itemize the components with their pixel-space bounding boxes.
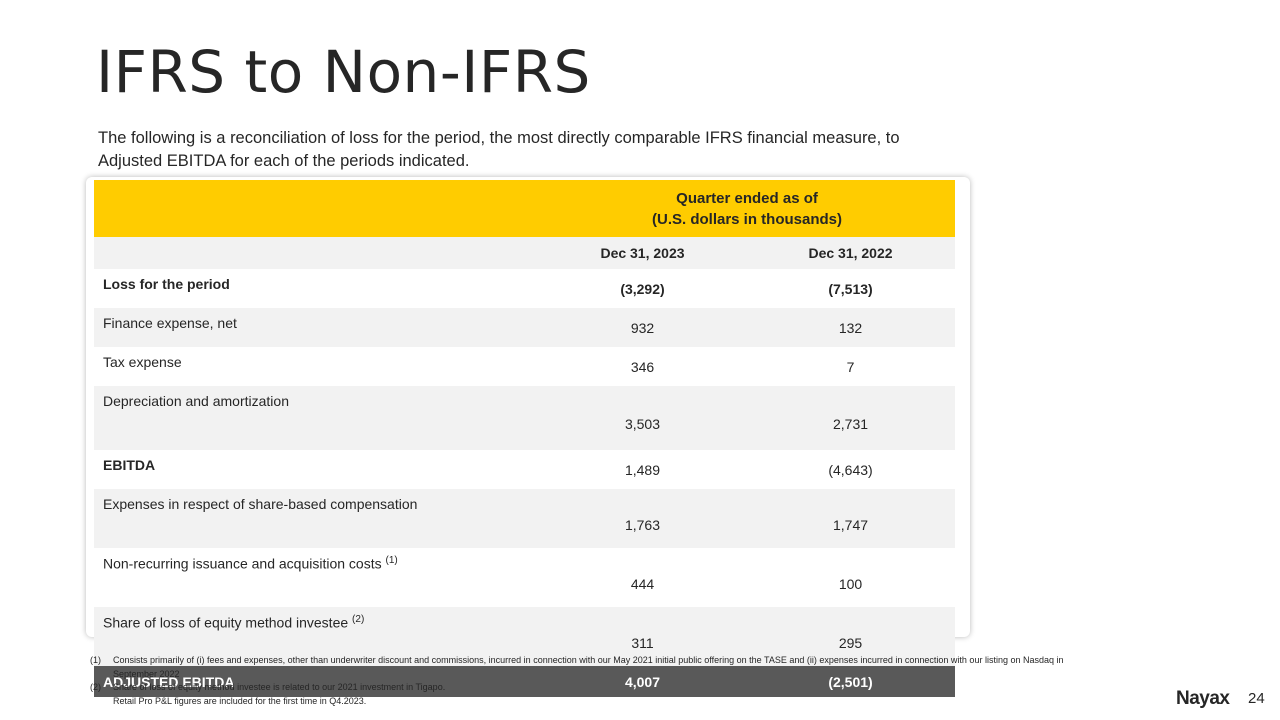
- table-row: Expenses in respect of share-based compe…: [94, 489, 956, 548]
- footnote-ref: (2): [352, 614, 365, 625]
- footnote-text: Consists primarily of (i) fees and expen…: [113, 655, 1064, 679]
- row-value-2023: 444: [630, 575, 655, 592]
- total-value-2023: 4,007: [539, 666, 746, 697]
- footnotes: (1) Consists primarily of (i) fees and e…: [90, 654, 1100, 708]
- row-label: Share of loss of equity method investee: [103, 614, 353, 631]
- footnote-text: Share of loss of equity method investee …: [113, 682, 446, 692]
- footnote: (1) Consists primarily of (i) fees and e…: [90, 654, 1100, 681]
- row-value-2023: 1,763: [539, 489, 746, 548]
- column-header-2023: Dec 31, 2023: [539, 237, 746, 269]
- header-line-2: (U.S. dollars in thousands): [652, 210, 843, 228]
- column-header-label: [94, 237, 539, 269]
- table-row: Tax expense 346 7: [94, 347, 955, 386]
- row-label-cell: Share of loss of equity method investee …: [94, 607, 539, 666]
- row-value-2022: 7: [846, 358, 855, 375]
- row-value-2022: (4,643): [828, 461, 873, 478]
- footnote: (2) Share of loss of equity method inves…: [90, 681, 1100, 695]
- row-value-2023: 346: [630, 358, 655, 375]
- footnote: Retail Pro P&L figures are included for …: [90, 695, 1100, 709]
- table-header-row: Quarter ended as of (U.S. dollars in tho…: [94, 180, 956, 237]
- logo-text: Nayax: [1176, 688, 1230, 709]
- reconciliation-table: Quarter ended as of (U.S. dollars in tho…: [94, 180, 956, 697]
- header-line-1: Quarter ended as of: [676, 189, 818, 207]
- row-value-2023: 3,503: [539, 386, 746, 450]
- table-row: Non-recurring issuance and acquisition c…: [94, 548, 955, 607]
- row-value-2023: 932: [539, 308, 746, 347]
- total-value-2022: (2,501): [746, 666, 956, 697]
- column-header-row: Dec 31, 2023 Dec 31, 2022: [94, 237, 956, 269]
- table-row: Share of loss of equity method investee …: [94, 607, 956, 666]
- row-label-cell: Non-recurring issuance and acquisition c…: [94, 548, 539, 607]
- row-value-2023: 1,489: [624, 461, 661, 478]
- header-spacer: [94, 180, 539, 237]
- footnote-number: (2): [90, 682, 101, 692]
- footnote-number: [90, 695, 113, 709]
- row-value-2022: 132: [746, 308, 956, 347]
- footnote-text: Retail Pro P&L figures are included for …: [113, 695, 367, 706]
- column-header-2022: Dec 31, 2022: [746, 237, 956, 269]
- page-number: 24: [1248, 690, 1265, 707]
- intro-text: The following is a reconciliation of los…: [98, 129, 900, 170]
- row-value-2022: 2,731: [746, 386, 956, 450]
- page-title: IFRS to Non-IFRS: [96, 38, 591, 106]
- table-row: Loss for the period (3,292) (7,513): [94, 269, 955, 308]
- row-label: EBITDA: [103, 457, 156, 473]
- nayax-logo: Nayax: [1176, 688, 1230, 710]
- row-value-2022: 1,747: [746, 489, 956, 548]
- row-label: Finance expense, net: [94, 308, 539, 347]
- total-row: ADJUSTED EBITDA 4,007 (2,501): [94, 666, 956, 697]
- table-row: Finance expense, net 932 132: [94, 308, 956, 347]
- footnote-ref: (1): [385, 555, 398, 566]
- row-value-2023: (3,292): [620, 280, 665, 297]
- total-label: ADJUSTED EBITDA: [94, 666, 539, 697]
- header-title: Quarter ended as of (U.S. dollars in tho…: [539, 180, 956, 237]
- row-value-2022: 100: [838, 575, 863, 592]
- row-label: Non-recurring issuance and acquisition c…: [103, 555, 386, 572]
- row-value-2023: 311: [539, 607, 746, 666]
- row-label: Expenses in respect of share-based compe…: [94, 489, 539, 548]
- table-row: Depreciation and amortization 3,503 2,73…: [94, 386, 956, 450]
- row-value-2022: (7,513): [828, 280, 873, 297]
- row-label: Tax expense: [103, 354, 182, 370]
- row-value-2022: 295: [746, 607, 956, 666]
- row-label: Loss for the period: [103, 276, 230, 292]
- footnote-number: (1): [90, 655, 101, 665]
- table-row: EBITDA 1,489 (4,643): [94, 450, 955, 489]
- row-label: Depreciation and amortization: [94, 386, 539, 450]
